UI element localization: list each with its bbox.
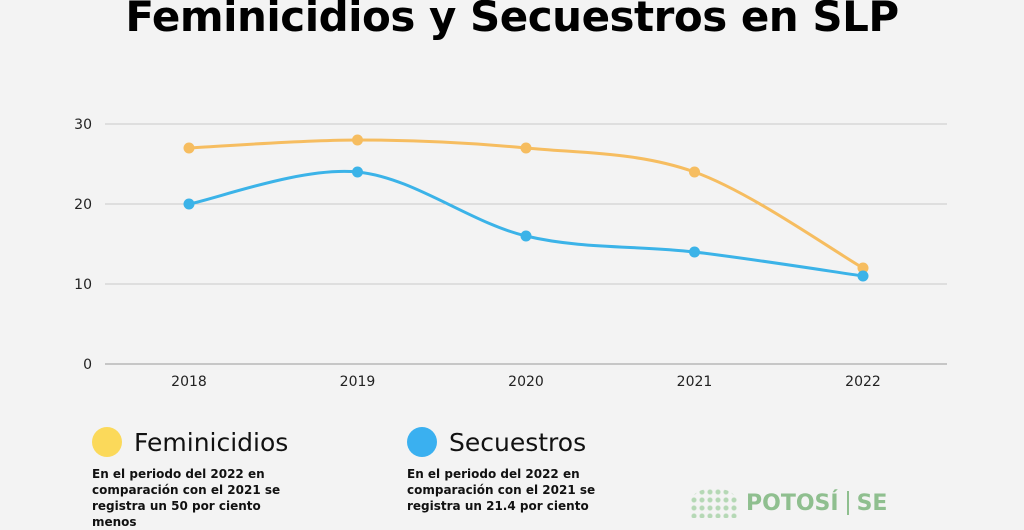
data-point-feminicidios xyxy=(352,134,363,146)
data-point-secuestros xyxy=(857,270,869,282)
legend-label-secuestros: Secuestros xyxy=(449,427,587,457)
y-tick-label: 20 xyxy=(74,197,92,213)
data-point-secuestros xyxy=(520,230,532,242)
x-tick-label: 2020 xyxy=(508,374,544,390)
logo-text-potosi: POTOSÍ xyxy=(746,490,839,516)
x-tick-label: 2018 xyxy=(171,374,207,390)
line-chart: 0 10 20 30 2018 2019 2020 2021 2022 xyxy=(74,117,947,390)
legend-dot-secuestros xyxy=(407,427,437,457)
data-point-secuestros xyxy=(352,166,363,178)
logo-mark-icon xyxy=(690,488,738,518)
legend-label-feminicidios: Feminicidios xyxy=(134,427,289,457)
y-tick-label: 10 xyxy=(74,277,92,293)
data-point-feminicidios xyxy=(520,142,532,154)
note-feminicidios: En el periodo del 2022 en comparación co… xyxy=(92,467,281,529)
note-secuestros: En el periodo del 2022 en comparación co… xyxy=(407,467,596,513)
legend-item-secuestros: Secuestros xyxy=(407,427,586,457)
series-line-secuestros xyxy=(188,169,864,278)
logo-text-se: SE xyxy=(856,490,888,516)
potosi-logo: POTOSÍ SE xyxy=(690,488,887,518)
data-point-secuestros xyxy=(689,246,700,258)
logo-separator xyxy=(846,491,849,515)
x-tick-label: 2021 xyxy=(677,374,713,390)
y-tick-label: 0 xyxy=(83,357,92,373)
y-tick-label: 30 xyxy=(74,117,92,133)
data-point-feminicidios xyxy=(183,142,195,154)
data-point-feminicidios xyxy=(689,166,700,178)
legend-dot-feminicidios xyxy=(92,427,122,457)
chart-title: Feminicidios y Secuestros en SLP xyxy=(125,0,899,41)
legend-item-feminicidios: Feminicidios xyxy=(92,427,288,457)
data-point-secuestros xyxy=(183,198,195,210)
x-tick-label: 2022 xyxy=(845,374,881,390)
data-point-feminicidios xyxy=(857,262,869,274)
x-tick-label: 2019 xyxy=(340,374,376,390)
